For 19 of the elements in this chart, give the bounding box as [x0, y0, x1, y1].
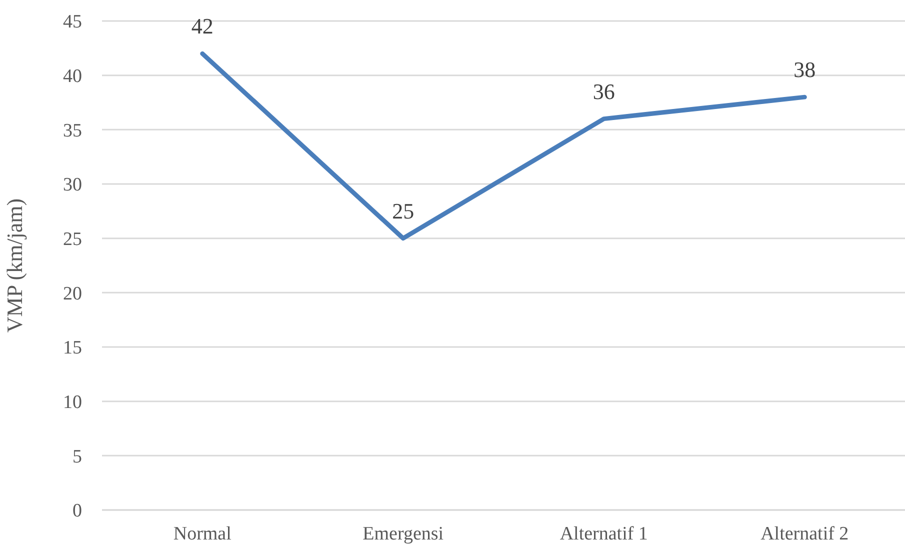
y-tick-label: 30 [63, 174, 82, 196]
y-tick-label: 0 [72, 500, 82, 522]
y-axis-title: VMP (km/jam) [2, 198, 27, 333]
x-tick-label: Emergensi [362, 523, 444, 544]
y-tick-label: 5 [72, 446, 82, 468]
y-tick-label: 45 [63, 12, 82, 33]
y-tick-label: 40 [63, 66, 82, 88]
data-label: 38 [794, 57, 816, 82]
y-tick-label: 25 [63, 229, 82, 250]
y-tick-label: 10 [63, 392, 82, 414]
y-tick-label: 20 [63, 283, 82, 304]
data-label: 42 [191, 14, 214, 39]
data-label: 25 [392, 198, 414, 224]
x-tick-label: Alternatif 2 [760, 523, 849, 544]
x-tick-label: Alternatif 1 [560, 523, 648, 544]
y-tick-label: 35 [63, 120, 82, 142]
y-tick-label: 15 [63, 338, 82, 359]
data-label: 36 [592, 78, 615, 104]
x-tick-label: Normal [173, 523, 232, 544]
